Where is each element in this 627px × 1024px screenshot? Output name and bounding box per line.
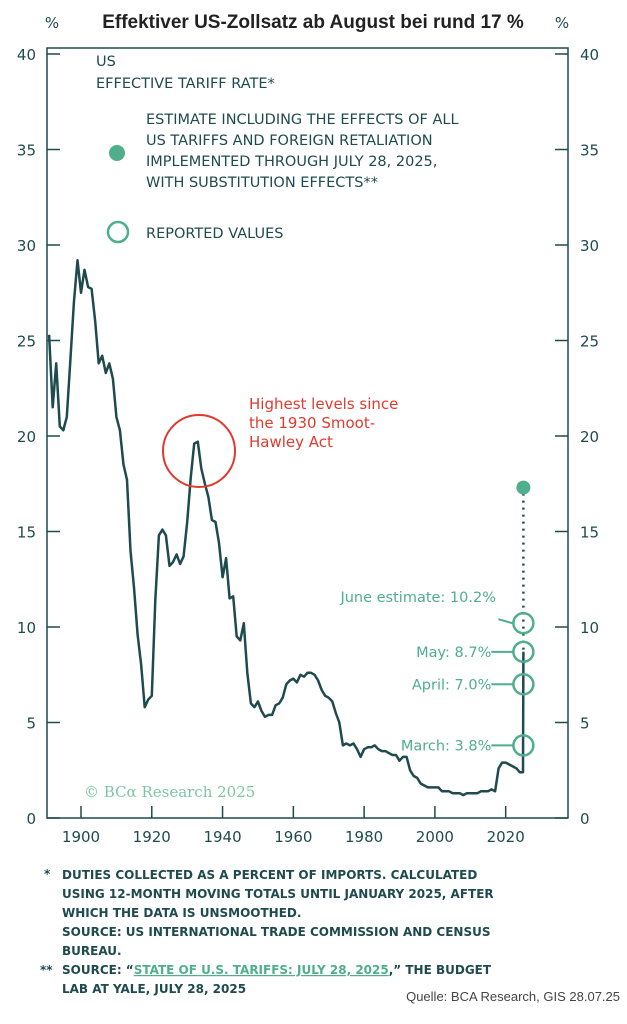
- legend-estimate-label: WITH SUBSTITUTION EFFECTS**: [146, 175, 378, 191]
- y-tick-label-left: 20: [17, 428, 36, 446]
- x-tick-label: 1960: [274, 828, 312, 846]
- legend-heading: EFFECTIVE TARIFF RATE*: [96, 76, 275, 92]
- annotation-text: Hawley Act: [249, 433, 333, 451]
- y-tick-label-left: 0: [26, 810, 36, 828]
- legend-reported-label: REPORTED VALUES: [146, 226, 283, 242]
- footnote-text: SOURCE: “: [62, 963, 134, 977]
- y-tick-label-right: 20: [580, 428, 599, 446]
- legend-open-circle-icon: [106, 220, 130, 244]
- footnote-2-line: LAB AT YALE, JULY 28, 2025: [62, 982, 246, 996]
- y-tick-label-left: 5: [26, 715, 36, 733]
- y-tick-label-right: 10: [580, 619, 599, 637]
- legend-estimate-label: ESTIMATE INCLUDING THE EFFECTS OF ALL: [146, 112, 459, 128]
- x-tick-label: 2000: [416, 828, 454, 846]
- footnote-1-line: WHICH THE DATA IS UNSMOOTHED.: [62, 906, 301, 920]
- estimate-point: [516, 480, 531, 495]
- y-tick-label-left: 10: [17, 619, 36, 637]
- footnote-1-line: SOURCE: US INTERNATIONAL TRADE COMMISSIO…: [62, 925, 491, 939]
- y-tick-label-left: 40: [17, 46, 36, 64]
- reported-value-label: March: 3.8%: [401, 738, 492, 754]
- footnote-mark: *: [44, 867, 51, 881]
- y-tick-label-left: 30: [17, 237, 36, 255]
- y-tick-label-left: 25: [17, 333, 36, 351]
- footnote-text: ,” THE BUDGET: [389, 963, 492, 977]
- legend-filled-dot-icon: [109, 145, 125, 161]
- y-tick-label-right: 25: [580, 333, 599, 351]
- annotation-text: the 1930 Smoot-: [249, 414, 375, 432]
- footnote-1-line: USING 12-MONTH MOVING TOTALS UNTIL JANUA…: [62, 887, 494, 901]
- y-tick-label-right: 40: [580, 46, 599, 64]
- annotation-text: Highest levels since: [249, 395, 398, 413]
- reported-value-circle: [512, 611, 535, 635]
- y-tick-label-left: 15: [17, 524, 36, 542]
- x-tick-label: 1980: [345, 828, 383, 846]
- x-tick-label: 1920: [133, 828, 171, 846]
- y-tick-label-right: 0: [580, 810, 590, 828]
- plot-frame: [46, 47, 569, 819]
- y-tick-label-right: 5: [580, 715, 590, 733]
- highlight-circle: [162, 414, 236, 488]
- x-tick-label: 2020: [487, 828, 525, 846]
- y-tick-label-right: 15: [580, 524, 599, 542]
- reported-value-label: June estimate: 10.2%: [339, 590, 496, 606]
- chart-title: Effektiver US-Zollsatz ab August bei run…: [102, 12, 524, 33]
- source-credit: Quelle: BCA Research, GIS 28.07.25: [406, 989, 620, 1004]
- footnote-2-line: SOURCE: “STATE OF U.S. TARIFFS: JULY 28,…: [62, 963, 492, 977]
- reported-leader-line: [498, 618, 513, 625]
- reported-value-label: May: 8.7%: [416, 645, 491, 661]
- legend-estimate-label: US TARIFFS AND FOREIGN RETALIATION: [146, 133, 433, 149]
- y-unit-left: %: [45, 14, 59, 32]
- y-tick-label-left: 35: [17, 142, 36, 160]
- legend-estimate-label: IMPLEMENTED THROUGH JULY 28, 2025,: [146, 154, 437, 170]
- legend-heading: US: [96, 54, 116, 70]
- source-link[interactable]: STATE OF U.S. TARIFFS: JULY 28, 2025: [134, 963, 389, 977]
- x-tick-label: 1940: [203, 828, 241, 846]
- x-tick-label: 1900: [62, 828, 100, 846]
- tariff-rate-line: [47, 259, 525, 797]
- y-tick-label-right: 35: [580, 142, 599, 160]
- footnote-mark: **: [40, 963, 53, 977]
- watermark: © BCα Research 2025: [84, 783, 255, 801]
- footnote-1-line: DUTIES COLLECTED AS A PERCENT OF IMPORTS…: [62, 868, 477, 882]
- y-tick-label-right: 30: [580, 237, 599, 255]
- y-unit-right: %: [555, 14, 569, 32]
- footnote-1-line: BUREAU.: [62, 944, 122, 958]
- reported-value-label: April: 7.0%: [412, 677, 491, 693]
